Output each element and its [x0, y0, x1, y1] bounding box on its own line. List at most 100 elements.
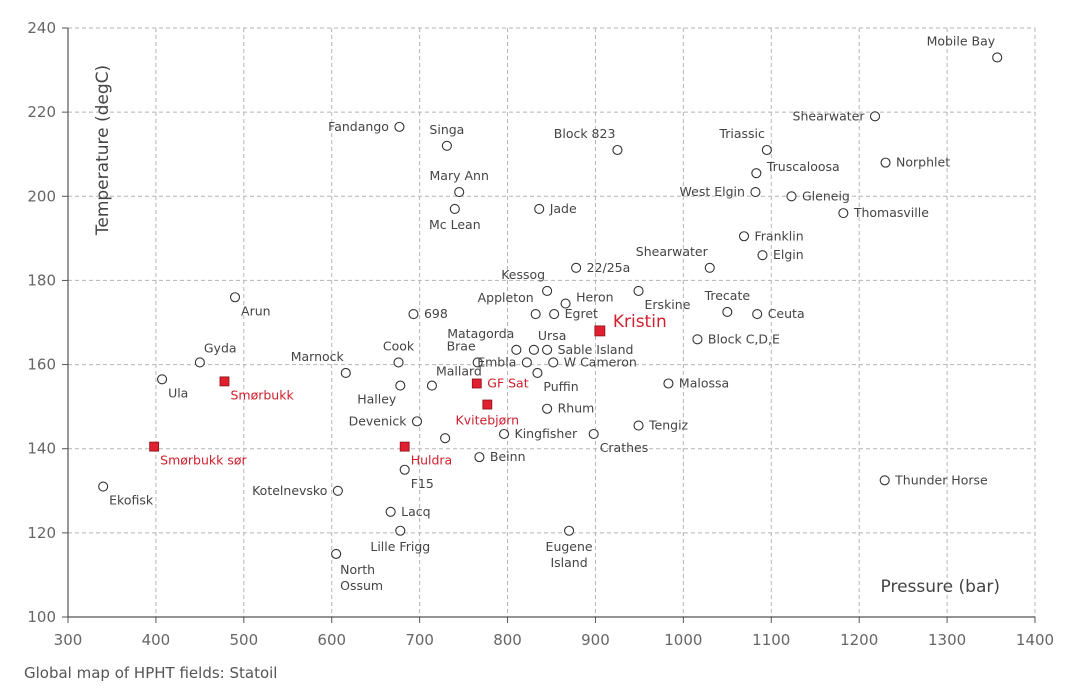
point-label: Mallard	[436, 364, 482, 379]
data-point	[571, 262, 582, 273]
point-label: Kingfisher	[515, 426, 579, 441]
point-label: Trecate	[704, 288, 751, 303]
point-label: Tengiz	[648, 418, 689, 433]
data-point	[408, 309, 419, 320]
point-label: Kristin	[613, 312, 667, 332]
x-tick-label: 400	[142, 631, 171, 649]
x-tick-label: 700	[405, 631, 434, 649]
data-point	[548, 357, 559, 368]
point-label: Erskine	[645, 297, 691, 312]
point-label: Shearwater	[793, 108, 866, 123]
y-tick-label: 200	[27, 187, 56, 205]
data-points	[98, 52, 1003, 559]
data-point	[98, 481, 109, 492]
highlight-point	[471, 378, 482, 389]
data-point	[757, 250, 768, 261]
point-label: Thunder Horse	[894, 472, 988, 487]
x-tick-label: 900	[581, 631, 610, 649]
x-tick-label: 300	[54, 631, 83, 649]
data-point	[521, 357, 532, 368]
data-point	[394, 121, 405, 132]
data-point	[395, 525, 406, 536]
data-point	[738, 231, 750, 242]
point-label: Heron	[576, 290, 614, 305]
data-point	[542, 403, 553, 414]
point-label: Arun	[241, 303, 271, 318]
highlight-point	[399, 441, 410, 452]
point-label: West Elgin	[680, 184, 745, 199]
point-label: Thomasville	[853, 205, 929, 220]
point-label: Smørbukk	[230, 387, 294, 402]
point-label: Lacq	[401, 504, 430, 519]
data-point	[542, 344, 553, 355]
y-tick-label: 220	[27, 103, 56, 121]
y-tick-label: 180	[27, 271, 56, 289]
point-label: Norphlet	[896, 155, 950, 170]
point-label: Marnock	[291, 349, 345, 364]
y-axis-label: Temperature (degC)	[93, 65, 113, 236]
point-label: Halley	[357, 392, 397, 407]
point-label: Sable Island	[558, 342, 634, 357]
x-tick-label: 1400	[1016, 631, 1054, 649]
point-label: Ekofisk	[109, 493, 154, 508]
data-point	[393, 357, 404, 368]
data-point	[633, 420, 644, 431]
data-point	[761, 144, 772, 156]
point-label: Crathes	[600, 440, 649, 455]
point-labels: Mobile Bay Shearwater Triassic Truscaloosa N…	[109, 33, 996, 592]
y-tick-label: 240	[27, 19, 56, 37]
point-label: Appleton	[478, 290, 534, 305]
data-point	[751, 168, 762, 179]
x-tick-label: 500	[229, 631, 258, 649]
data-point	[612, 144, 623, 156]
figure-caption: Global map of HPHT fields: Statoil	[24, 664, 278, 682]
data-point	[340, 367, 351, 379]
data-point	[449, 203, 460, 214]
data-point	[426, 380, 437, 391]
data-point	[530, 309, 541, 320]
point-label: GF Sat	[487, 376, 528, 391]
point-label: Ula	[168, 385, 188, 400]
point-label: Shearwater	[636, 244, 709, 259]
point-label: Kessog	[501, 267, 545, 282]
x-tick-label: 1100	[752, 631, 790, 649]
data-point	[692, 334, 703, 345]
data-point	[869, 111, 881, 122]
scatter-chart: 300 400 500 600 700 800 900 1000 1100 1200 1300 140…	[27, 19, 1054, 649]
data-point	[498, 428, 510, 440]
point-label: Huldra	[411, 453, 453, 468]
point-label: Mc Lean	[429, 217, 481, 232]
y-tick-label: 100	[27, 608, 56, 626]
data-point	[440, 433, 451, 444]
point-label: Franklin	[755, 228, 804, 243]
point-label: Egret	[565, 306, 598, 321]
data-point	[838, 208, 849, 219]
data-point	[532, 367, 543, 379]
point-label: Block C,D,E	[708, 331, 780, 346]
data-point	[472, 357, 483, 368]
data-point	[441, 140, 452, 151]
point-label: Gleneig	[802, 188, 850, 203]
x-tick-label: 1000	[664, 631, 702, 649]
data-point	[332, 485, 343, 496]
data-point	[880, 157, 891, 168]
point-label: Beinn	[490, 449, 526, 464]
data-point	[385, 506, 396, 517]
data-point	[549, 309, 560, 320]
highlight-point	[594, 325, 606, 337]
point-label: Rhum	[558, 401, 595, 416]
point-label: Eugene Island	[546, 539, 593, 570]
point-label: Mobile Bay	[927, 33, 996, 48]
data-point	[534, 203, 545, 214]
point-label: F15	[411, 476, 434, 491]
point-label: W Cameron	[564, 354, 637, 369]
highlight-point	[149, 441, 160, 452]
point-label: Triassic	[718, 126, 765, 141]
data-point	[399, 464, 410, 475]
data-point	[528, 344, 539, 355]
data-point	[454, 187, 465, 198]
point-label: Brae	[447, 338, 476, 353]
data-point	[633, 285, 644, 296]
point-label: Cook	[383, 338, 415, 353]
point-label: Ursa	[538, 328, 566, 343]
